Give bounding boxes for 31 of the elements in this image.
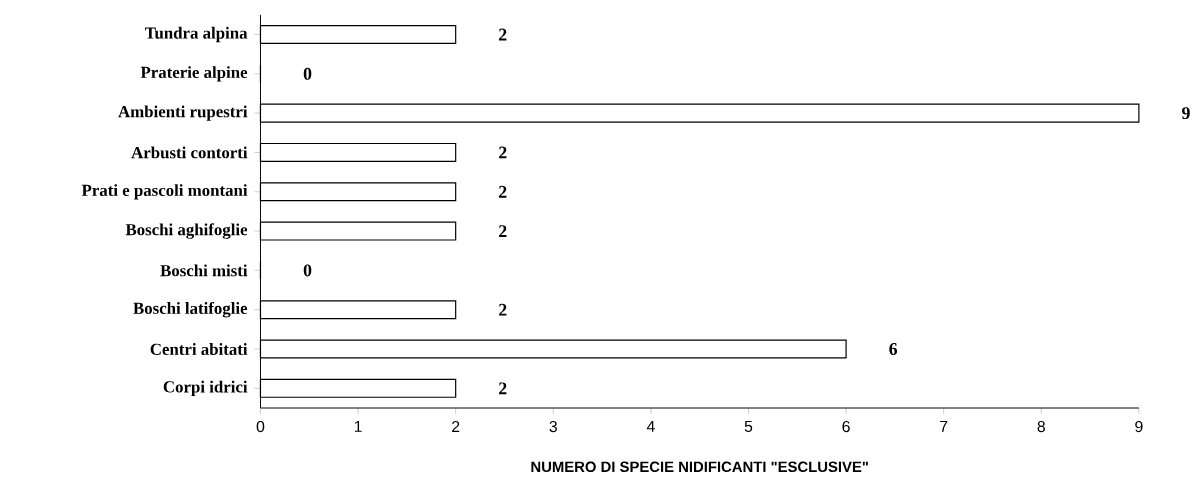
x-tick-label: 1 [354, 421, 362, 433]
data-label: 0 [303, 67, 312, 81]
y-tick-label: Corpi idrici [163, 380, 248, 397]
y-tick-label: Ambienti rupestri [118, 105, 248, 121]
data-label: 2 [499, 225, 507, 238]
y-tick-label: Boschi latifoglie [133, 302, 248, 318]
y-tick-label: Boschi misti [160, 264, 248, 277]
data-label: 0 [303, 264, 312, 277]
y-tick-label: Arbusti contorti [131, 146, 248, 159]
y-tick-label: Tundra alpina [145, 27, 248, 43]
x-tick-label: 9 [1135, 421, 1143, 433]
x-tick-label: 3 [549, 421, 557, 433]
x-tick-label: 4 [646, 421, 655, 433]
data-label: 2 [499, 382, 507, 395]
y-tick-label: Prati e pascoli montani [81, 184, 248, 200]
y-tick-label: Centri abitati [150, 343, 248, 356]
data-label: 6 [889, 343, 898, 356]
x-axis-title: NUMERO DI SPECIE NIDIFICANTI "ESCLUSIVE" [531, 461, 868, 473]
y-tick-label: Praterie alpine [140, 66, 248, 82]
x-tick-label: 7 [940, 421, 948, 433]
data-label: 2 [499, 146, 507, 159]
x-tick-label: 6 [842, 421, 850, 433]
x-tick-label: 0 [256, 421, 265, 433]
x-tick-label: 2 [452, 421, 460, 433]
x-tick-label: 5 [744, 421, 753, 433]
x-tick-label: 8 [1037, 421, 1046, 433]
data-label: 2 [499, 28, 507, 41]
data-label: 2 [499, 304, 507, 316]
data-label: 9 [1182, 107, 1190, 120]
y-tick-label: Boschi aghifoglie [125, 223, 248, 240]
data-label: 2 [499, 186, 507, 198]
